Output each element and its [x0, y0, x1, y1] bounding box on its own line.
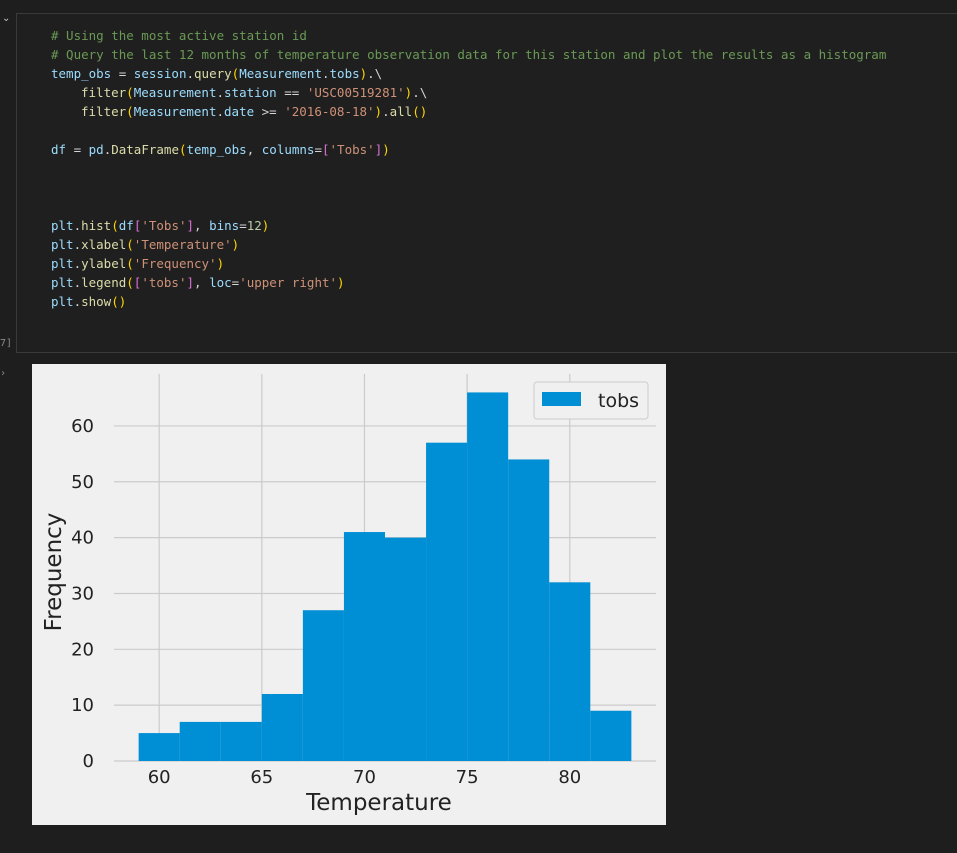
- code-line: plt.xlabel('Temperature'): [51, 237, 240, 252]
- chevron-down-icon[interactable]: ⌄: [2, 13, 11, 24]
- code-line: plt.show(): [51, 294, 127, 309]
- x-tick-label: 70: [353, 767, 376, 788]
- chart-bars: [138, 392, 632, 761]
- x-tick-label: 60: [148, 767, 171, 788]
- y-tick-label: 40: [71, 528, 94, 549]
- histogram-bar: [302, 610, 344, 761]
- code-line: filter(Measurement.date >= '2016-08-18')…: [81, 104, 428, 119]
- histogram-bar: [508, 459, 550, 761]
- histogram-chart: 60 65 70 75 80 0 10 20 30 40 50 60 Temperature Fre…: [32, 364, 666, 825]
- x-tick-label: 65: [250, 767, 273, 788]
- legend-box: [533, 381, 649, 420]
- code-comment: # Query the last 12 months of temperatur…: [51, 47, 887, 62]
- histogram-bar: [385, 537, 427, 761]
- code-line: plt.legend(['tobs'], loc='upper right'): [51, 275, 345, 290]
- code-editor[interactable]: # Using the most active station id # Quer…: [51, 26, 886, 311]
- code-line: temp_obs = session.query(Measurement.tob…: [51, 66, 383, 81]
- y-tick-label: 30: [71, 583, 94, 604]
- legend-swatch: [542, 392, 581, 406]
- code-line: # Using the most active station id: [51, 26, 886, 45]
- x-tick-labels: 60 65 70 75 80: [148, 767, 582, 788]
- cell-gutter: ⌄ 7] ›: [0, 0, 16, 853]
- x-tick-label: 75: [456, 767, 479, 788]
- y-tick-label: 60: [71, 416, 94, 437]
- code-line: # Query the last 12 months of temperatur…: [51, 45, 886, 64]
- y-axis-label: Frequency: [41, 513, 67, 632]
- code-line: df = pd.DataFrame(temp_obs, columns=['To…: [51, 142, 390, 157]
- y-tick-label: 10: [71, 695, 94, 716]
- y-tick-labels: 0 10 20 30 40 50 60: [71, 416, 94, 772]
- x-axis-label: Temperature: [305, 790, 452, 816]
- y-tick-label: 0: [83, 751, 94, 772]
- histogram-bar: [261, 693, 303, 761]
- histogram-bar: [138, 733, 180, 761]
- histogram-bar: [220, 721, 262, 761]
- cell-output: 60 65 70 75 80 0 10 20 30 40 50 60 Temperature Fre…: [32, 364, 666, 825]
- histogram-bar: [179, 721, 221, 761]
- code-cell[interactable]: # Using the most active station id # Quer…: [16, 13, 957, 353]
- histogram-bar: [590, 710, 632, 761]
- legend: tobs: [533, 381, 649, 420]
- execution-count: 7]: [0, 338, 13, 349]
- code-line: filter(Measurement.station == 'USC005192…: [81, 85, 428, 100]
- legend-label: tobs: [598, 390, 639, 412]
- x-tick-label: 80: [558, 767, 581, 788]
- histogram-bar: [549, 582, 591, 761]
- code-line: plt.hist(df['Tobs'], bins=12): [51, 218, 270, 233]
- chevron-right-icon[interactable]: ›: [0, 368, 7, 379]
- histogram-bar: [467, 392, 509, 761]
- code-line: plt.ylabel('Frequency'): [51, 256, 225, 271]
- histogram-bar: [343, 532, 385, 761]
- y-tick-label: 20: [71, 639, 94, 660]
- y-tick-label: 50: [71, 472, 94, 493]
- code-comment: # Using the most active station id: [51, 28, 307, 43]
- histogram-bar: [426, 442, 468, 761]
